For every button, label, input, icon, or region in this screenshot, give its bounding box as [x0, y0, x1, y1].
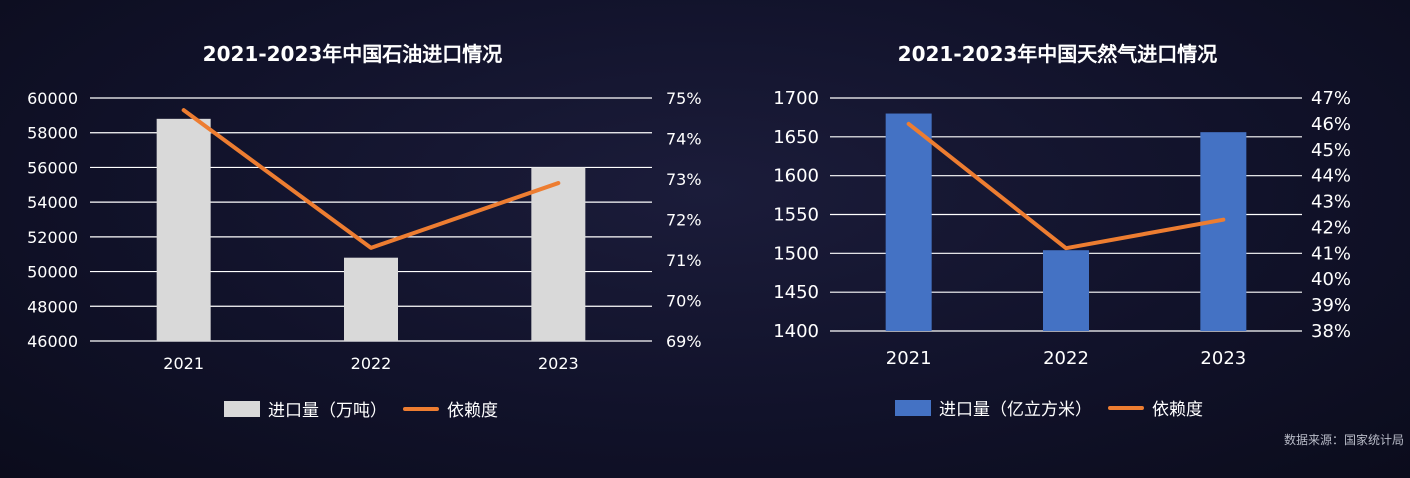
- oil-x-tick-label: 2023: [538, 354, 579, 373]
- gas-legend-line-label: 依赖度: [1152, 400, 1203, 420]
- oil-x-tick-label: 2021: [163, 354, 204, 373]
- gas-y-left-tick-label: 1500: [773, 243, 819, 264]
- gas-y-right-tick-label: 44%: [1311, 166, 1351, 187]
- gas-x-tick-label: 2021: [886, 348, 932, 369]
- oil-bar: [344, 257, 398, 341]
- oil-y-left-tick-label: 48000: [27, 297, 78, 316]
- gas-legend-bar-swatch: [895, 399, 931, 416]
- gas-legend: 进口量（亿立方米） 依赖度: [895, 395, 1203, 420]
- gas-y-left-tick-label: 1650: [773, 127, 819, 148]
- gas-y-right-tick-label: 46%: [1311, 114, 1351, 135]
- gas-bar: [885, 113, 932, 332]
- gas-chart-title: 2021-2023年中国天然气进口情况: [897, 42, 1218, 66]
- oil-y-right-tick-label: 69%: [666, 332, 702, 351]
- oil-legend-line-swatch: [403, 406, 439, 411]
- oil-y-left-tick-label: 60000: [27, 89, 78, 108]
- gas-bar: [1043, 250, 1089, 331]
- gas-y-left-tick-label: 1700: [773, 88, 819, 109]
- oil-chart-title: 2021-2023年中国石油进口情况: [202, 42, 503, 66]
- gas-legend-line-swatch: [1108, 405, 1144, 410]
- oil-y-left-tick-label: 58000: [27, 124, 78, 143]
- oil-y-left-tick-label: 50000: [27, 263, 78, 282]
- gas-y-right-tick-label: 43%: [1311, 192, 1351, 213]
- oil-y-right-tick-label: 75%: [666, 89, 702, 108]
- gas-y-left-tick-label: 1600: [773, 166, 819, 187]
- oil-dependency-line: [181, 108, 561, 250]
- gas-y-right-tick-label: 38%: [1311, 321, 1351, 342]
- oil-y-right-tick-label: 70%: [666, 292, 702, 311]
- oil-y-left-tick-label: 54000: [27, 193, 78, 212]
- oil-chart-svg: 60000 58000 56000 54000 52000 50000 48000 46000…: [27, 89, 702, 373]
- oil-y-right-tick-label: 74%: [666, 130, 702, 149]
- oil-legend: 进口量（万吨） 依赖度: [224, 396, 498, 421]
- oil-y-right-tick-label: 73%: [666, 170, 702, 189]
- gas-x-tick-label: 2023: [1200, 348, 1246, 369]
- source-note: 数据来源：国家统计局: [1283, 433, 1404, 447]
- gas-y-right-tick-label: 45%: [1311, 140, 1351, 161]
- gas-y-right-tick-label: 40%: [1311, 269, 1351, 290]
- oil-y-left-tick-label: 46000: [27, 332, 78, 351]
- gas-y-right-tick-label: 42%: [1311, 217, 1351, 238]
- gas-y-right-tick-label: 41%: [1311, 243, 1351, 264]
- oil-import-chart-panel: 2021-2023年中国石油进口情况 60000 58000 56000 54000 5…: [27, 42, 702, 421]
- gas-legend-bar-label: 进口量（亿立方米）: [939, 400, 1092, 420]
- oil-y-right-tick-label: 71%: [666, 251, 702, 270]
- oil-legend-bar-label: 进口量（万吨）: [268, 401, 387, 421]
- gas-dependency-line: [906, 121, 1226, 251]
- gas-x-tick-label: 2022: [1043, 348, 1089, 369]
- oil-y-left-tick-label: 56000: [27, 158, 78, 177]
- gas-y-left-tick-label: 1550: [773, 205, 819, 226]
- oil-legend-bar-swatch: [224, 400, 260, 417]
- oil-legend-line-label: 依赖度: [447, 401, 498, 421]
- oil-bar: [156, 118, 211, 341]
- gas-import-chart-panel: 2021-2023年中国天然气进口情况 1700 1650 1600 1550 1500…: [705, 0, 1410, 478]
- oil-bar: [531, 167, 586, 341]
- oil-y-right-tick-label: 72%: [666, 211, 702, 230]
- gas-bar: [1200, 132, 1247, 331]
- oil-x-tick-label: 2022: [351, 354, 392, 373]
- oil-y-left-tick-label: 52000: [27, 228, 78, 247]
- gas-y-left-tick-label: 1450: [773, 282, 819, 303]
- gas-chart-svg: 1700 1650 1600 1550 1500 1450 1400 47% 46% 45% 44%…: [773, 88, 1351, 369]
- gas-y-right-tick-label: 47%: [1311, 88, 1351, 109]
- gas-y-right-tick-label: 39%: [1311, 295, 1351, 316]
- gas-y-left-tick-label: 1400: [773, 321, 819, 342]
